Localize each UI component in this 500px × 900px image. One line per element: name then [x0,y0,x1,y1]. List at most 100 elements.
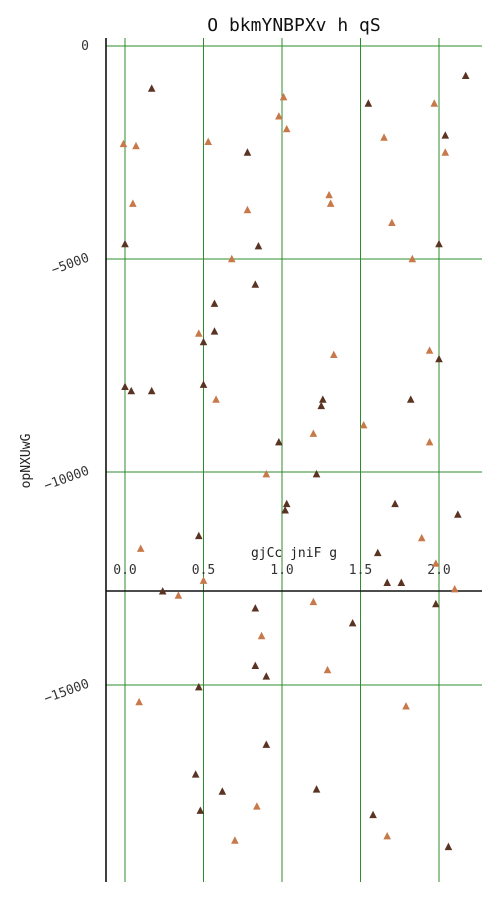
data-point-triangle [432,559,440,567]
data-point-triangle [204,137,213,146]
data-point-triangle [312,469,321,478]
data-point-triangle [199,337,208,346]
y-tick-label: −15000 [42,677,91,707]
data-point-triangle [194,531,203,540]
data-point-triangle [425,346,434,354]
data-point-triangle [326,199,335,207]
data-point-triangle [383,832,391,840]
data-point-triangle [444,842,453,851]
data-point-triangle [425,437,434,446]
data-point-triangle [279,92,288,101]
data-point-triangle [430,99,439,107]
data-point-triangle [243,205,252,214]
x-axis-label: gjCc jniF g [251,546,337,561]
data-point-triangle [147,84,156,92]
data-point-triangle [348,619,357,627]
data-point-triangle [275,112,283,120]
data-points [119,71,470,851]
data-point-triangle [282,499,291,508]
data-point-triangle [135,697,143,706]
data-point-triangle [323,665,332,674]
data-point-triangle [262,740,271,748]
data-point-triangle [136,544,145,552]
data-point-triangle [330,350,338,359]
x-tick-label: 1.5 [349,563,372,578]
data-point-triangle [254,242,263,250]
data-point-triangle [210,299,219,307]
data-point-triangle [406,395,415,403]
data-point-triangle [194,682,203,691]
data-point-triangle [383,578,391,586]
data-point-triangle [359,420,368,429]
data-point-triangle [317,401,326,410]
x-tick-label: 2.0 [427,563,450,578]
data-point-triangle [402,702,410,710]
data-point-triangle [127,386,136,395]
data-point-triangle [119,139,128,148]
data-point-triangle [251,604,260,612]
data-point-triangle [450,584,459,593]
data-point-triangle [262,469,271,478]
data-point-triangle [380,133,388,141]
data-point-triangle [132,141,140,150]
data-point-triangle [417,533,426,542]
grid-layer [106,38,482,882]
data-point-triangle [364,99,373,107]
data-point-triangle [218,787,227,795]
data-point-triangle [309,429,318,437]
data-point-triangle [435,239,443,248]
data-point-triangle [441,131,450,139]
data-point-triangle [388,218,396,226]
data-point-triangle [408,254,417,263]
data-point-triangle [319,395,327,403]
y-tick-label: −10000 [42,464,91,494]
y-tick-labels: 0 −5000 −10000 −15000 [42,39,91,707]
y-axis-label: opNXUwG [19,433,34,488]
data-point-triangle [121,382,129,390]
data-point-triangle [373,548,382,557]
data-point-triangle [281,506,289,514]
data-point-triangle [243,148,252,156]
data-point-triangle [194,329,203,337]
data-point-triangle [282,124,291,133]
x-tick-label: 0.0 [113,563,136,578]
data-point-triangle [196,806,205,814]
data-point-triangle [251,661,260,670]
data-point-triangle [369,810,377,819]
data-point-triangle [121,239,129,248]
data-point-triangle [191,770,200,778]
data-point-triangle [454,510,462,518]
data-point-triangle [210,327,219,335]
data-point-triangle [441,148,450,156]
data-point-triangle [253,802,261,810]
chart-title: O bkmYNBPXv h qS [207,15,380,36]
data-point-triangle [257,631,266,640]
data-point-triangle [147,386,156,395]
data-point-triangle [158,587,167,595]
data-point-triangle [231,836,239,844]
data-point-triangle [174,591,183,599]
data-point-triangle [435,354,443,363]
x-tick-labels: 0.0 0.5 1.0 1.5 2.0 [113,563,450,578]
data-point-triangle [212,395,220,403]
data-point-triangle [129,199,137,207]
y-tick-label: −5000 [49,251,91,278]
data-point-triangle [227,254,236,263]
data-point-triangle [461,71,470,80]
data-point-triangle [391,499,399,508]
data-point-triangle [397,578,406,586]
y-tick-label: 0 [81,39,89,54]
data-point-triangle [325,190,333,199]
data-point-triangle [199,380,208,388]
data-point-triangle [275,437,283,446]
x-tick-label: 0.5 [192,563,215,578]
data-point-triangle [251,280,260,288]
axis-layer [105,38,482,882]
x-tick-label: 1.0 [270,563,293,578]
data-point-triangle [199,576,208,584]
data-point-triangle [432,599,440,608]
data-point-triangle [309,597,318,606]
data-point-triangle [312,785,321,793]
